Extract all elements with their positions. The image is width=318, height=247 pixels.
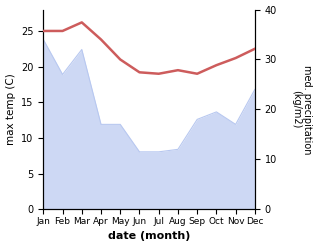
X-axis label: date (month): date (month) — [108, 231, 190, 242]
Y-axis label: max temp (C): max temp (C) — [5, 74, 16, 145]
Y-axis label: med. precipitation
(kg/m2): med. precipitation (kg/m2) — [291, 65, 313, 154]
